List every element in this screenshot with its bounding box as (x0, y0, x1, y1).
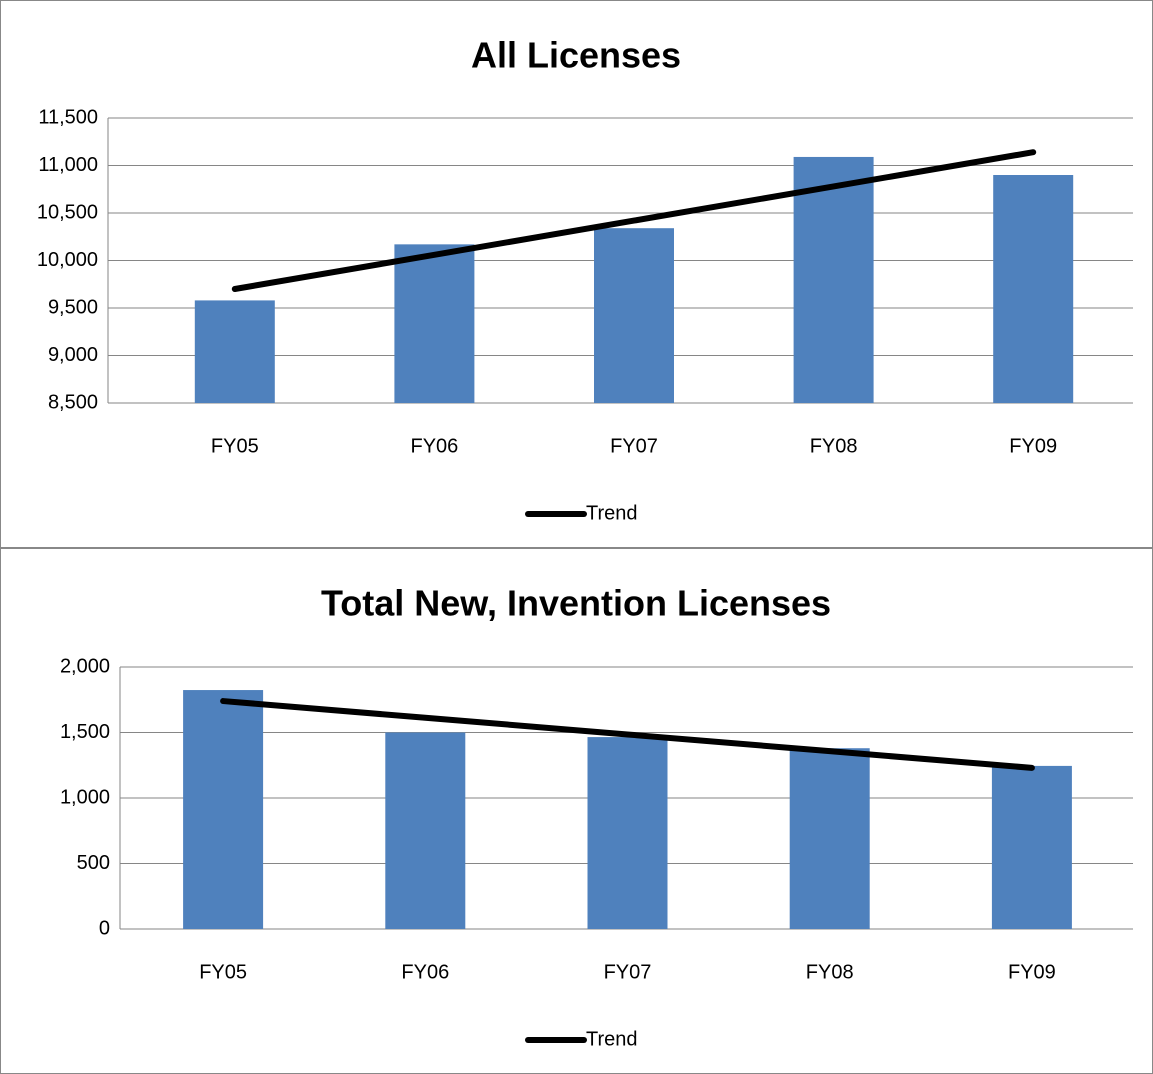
x-tick-label: FY07 (610, 435, 658, 457)
y-tick-label: 0 (99, 917, 110, 939)
bar (793, 156, 874, 403)
trend-line (231, 149, 1037, 292)
y-tick-label: 2,000 (60, 655, 110, 677)
y-tick-label: 1,500 (60, 721, 110, 743)
chart-frame (0, 0, 1153, 548)
bar (194, 300, 275, 403)
x-tick-label: FY05 (211, 435, 259, 457)
y-tick-label: 11,500 (38, 106, 98, 128)
y-tick-label: 11,000 (38, 154, 98, 176)
bar (993, 175, 1074, 403)
x-tick-label: FY08 (806, 961, 854, 983)
y-tick-label: 9,500 (48, 296, 98, 318)
chart-title: Total New, Invention Licenses (321, 583, 831, 624)
y-tick-label: 10,500 (37, 201, 98, 223)
y-tick-label: 500 (77, 852, 110, 874)
x-tick-label: FY09 (1009, 435, 1057, 457)
bar (394, 244, 475, 403)
y-tick-label: 10,000 (37, 249, 98, 271)
chart-frame (0, 548, 1153, 1074)
x-tick-label: FY05 (199, 961, 247, 983)
bar (587, 737, 668, 929)
x-tick-label: FY08 (810, 435, 858, 457)
x-tick-label: FY07 (604, 961, 652, 983)
bar (991, 765, 1072, 929)
bar (594, 228, 674, 403)
x-tick-label: FY06 (401, 961, 449, 983)
legend-label: Trend (586, 1028, 638, 1050)
x-tick-label: FY09 (1008, 961, 1056, 983)
y-tick-label: 1,000 (60, 786, 110, 808)
y-tick-label: 8,500 (48, 391, 98, 413)
bar (183, 690, 264, 929)
y-tick-label: 9,000 (48, 344, 98, 366)
trend-line (220, 698, 1035, 771)
x-tick-label: FY06 (410, 435, 458, 457)
bar (789, 748, 870, 929)
bar (385, 732, 466, 929)
chart-title: All Licenses (471, 35, 681, 76)
legend-label: Trend (586, 502, 638, 524)
